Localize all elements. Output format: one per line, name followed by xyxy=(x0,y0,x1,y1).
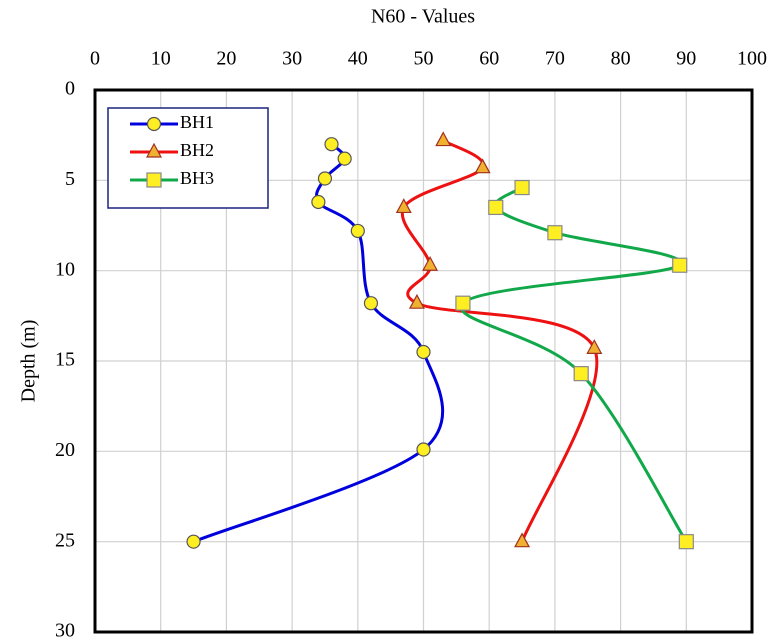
x-tick-label: 50 xyxy=(414,48,434,70)
marker xyxy=(146,172,162,188)
x-tick-label: 80 xyxy=(611,48,631,70)
marker xyxy=(514,179,530,196)
marker xyxy=(416,442,431,457)
marker xyxy=(350,223,365,239)
marker xyxy=(416,344,431,360)
marker xyxy=(317,171,333,186)
y-tick-label: 5 xyxy=(65,168,75,190)
legend-label: BH2 xyxy=(180,140,214,160)
marker xyxy=(547,225,563,241)
series-line xyxy=(459,186,688,543)
marker xyxy=(186,534,201,549)
marker xyxy=(514,532,531,548)
marker xyxy=(435,131,452,147)
x-tick-label: 100 xyxy=(737,48,767,70)
x-tick-label: 20 xyxy=(216,48,236,70)
x-tick-label: 70 xyxy=(545,48,565,70)
marker xyxy=(573,366,589,382)
marker xyxy=(145,142,163,158)
marker xyxy=(146,116,162,132)
marker xyxy=(395,198,412,214)
marker xyxy=(422,255,439,271)
marker xyxy=(678,534,694,550)
marker xyxy=(408,293,425,309)
marker xyxy=(337,151,352,166)
plot-border xyxy=(93,88,754,634)
marker xyxy=(474,158,491,174)
x-tick-label: 10 xyxy=(151,48,171,70)
x-tick-label: 30 xyxy=(282,48,302,70)
x-tick-label: 90 xyxy=(676,48,696,70)
x-tick-label: 0 xyxy=(90,48,100,70)
marker xyxy=(586,339,603,354)
legend-label: BH3 xyxy=(180,168,214,188)
x-axis-label: N60 - Values xyxy=(371,6,475,28)
marker xyxy=(363,296,379,311)
series-line xyxy=(400,139,599,543)
y-tick-label: 20 xyxy=(55,439,75,461)
marker xyxy=(324,137,339,152)
x-tick-label: 40 xyxy=(348,48,368,70)
legend-label: BH1 xyxy=(180,112,214,132)
x-tick-label: 60 xyxy=(479,48,499,70)
marker xyxy=(672,257,688,273)
y-tick-label: 10 xyxy=(55,258,75,280)
y-tick-label: 30 xyxy=(55,620,75,640)
marker xyxy=(488,199,504,216)
marker xyxy=(455,295,471,311)
y-tick-label: 0 xyxy=(65,78,75,100)
y-tick-label: 25 xyxy=(55,529,75,551)
y-axis-label: Depth (m) xyxy=(18,320,40,403)
marker xyxy=(311,194,326,210)
y-tick-label: 15 xyxy=(55,349,75,371)
series-line xyxy=(192,143,444,544)
